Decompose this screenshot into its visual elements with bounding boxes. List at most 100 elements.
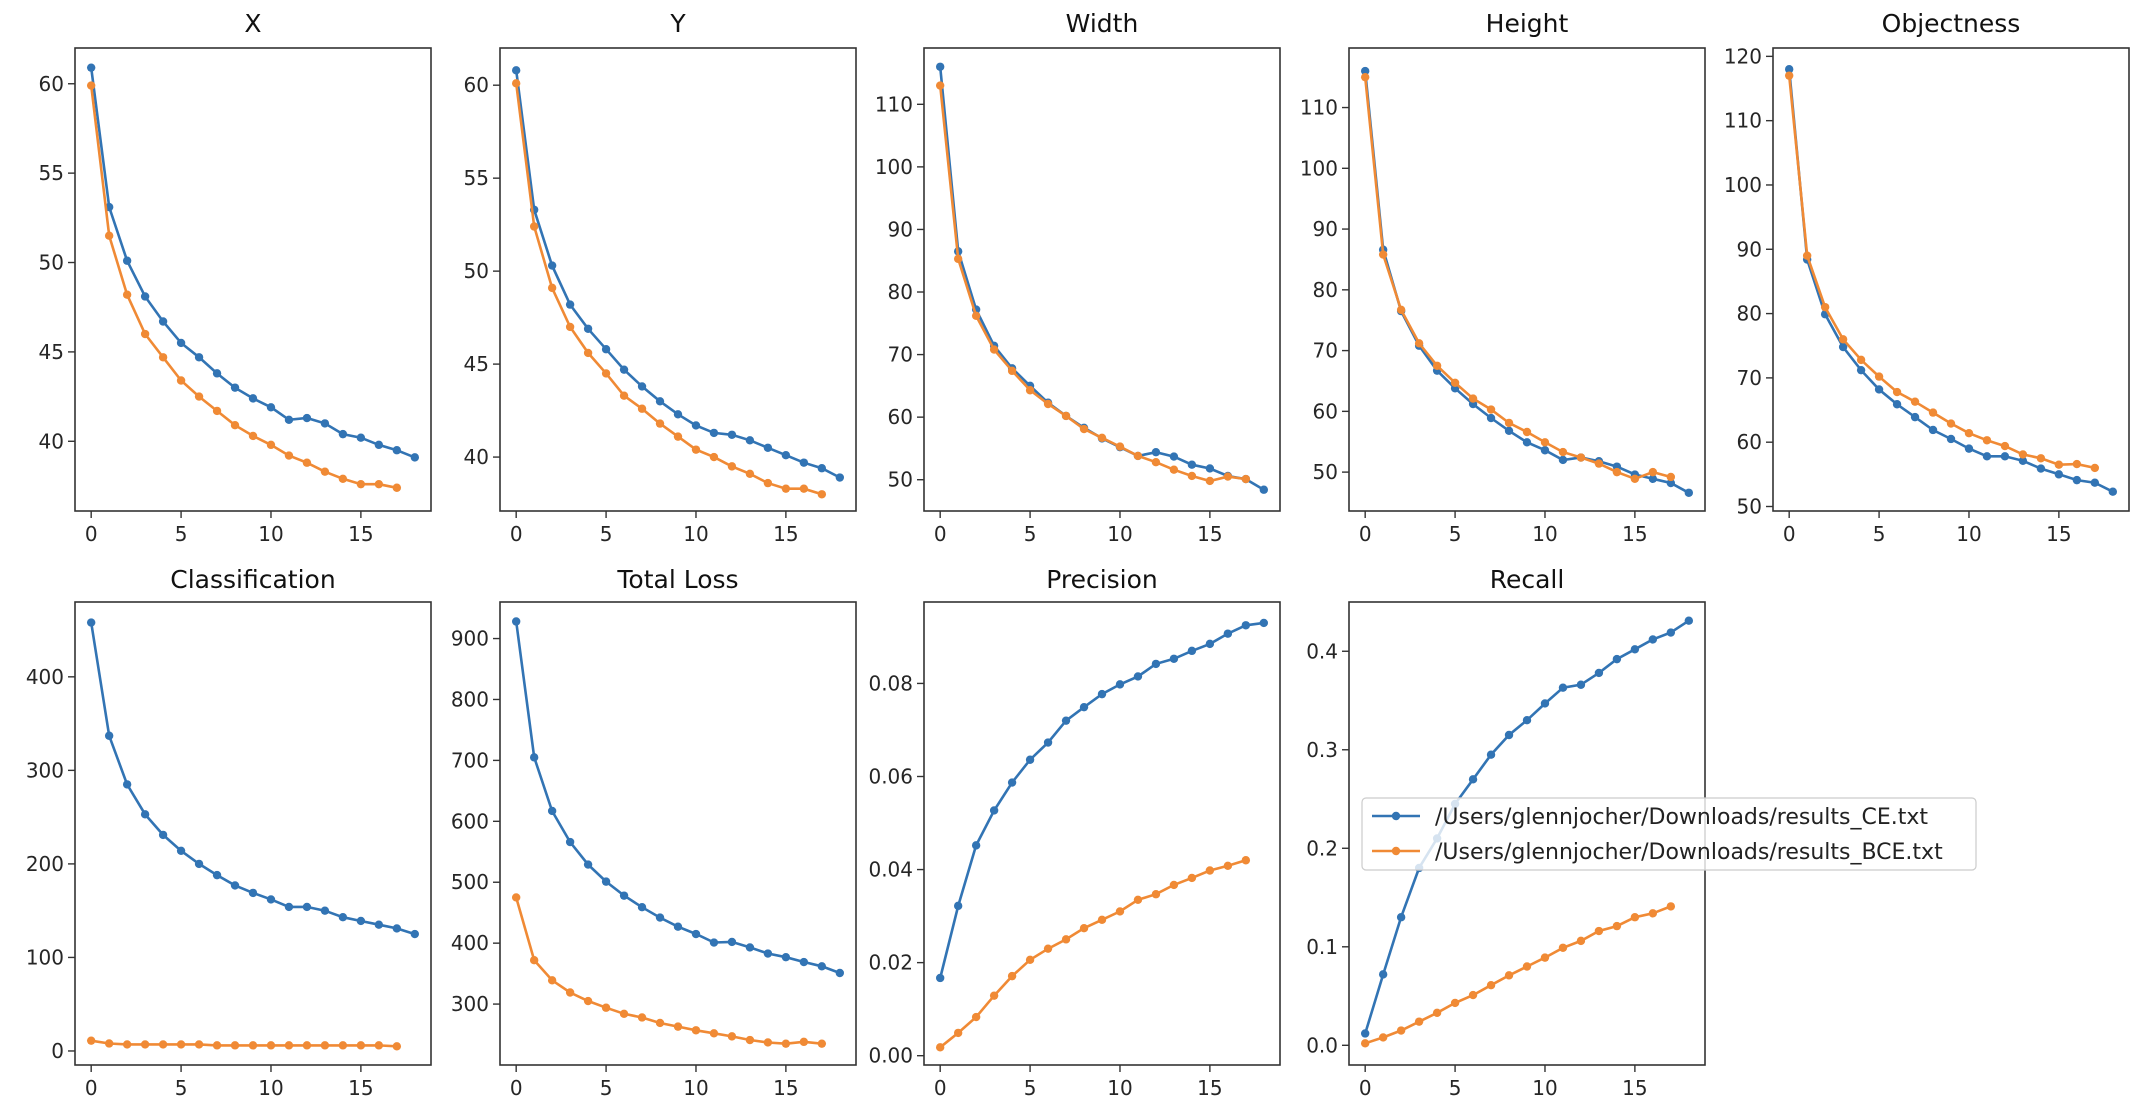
data-point bbox=[1504, 730, 1514, 740]
data-point bbox=[1133, 895, 1143, 905]
x-tick-label: 10 bbox=[1107, 522, 1132, 546]
subplot-height: Height 0 5 10 15 50 60 70 80 90 100 110 bbox=[1300, 9, 1706, 546]
x-tick-label: 5 bbox=[175, 522, 188, 546]
data-point bbox=[1946, 419, 1956, 428]
x-tick-label: 10 bbox=[1532, 522, 1557, 546]
data-point bbox=[1061, 935, 1071, 944]
y-tick-label: 0.08 bbox=[868, 671, 913, 695]
data-point bbox=[745, 1035, 755, 1045]
data-point bbox=[338, 429, 348, 439]
data-point bbox=[935, 973, 945, 983]
x-tick-label: 15 bbox=[1197, 1076, 1222, 1100]
data-point bbox=[392, 924, 402, 933]
data-point bbox=[1504, 971, 1514, 980]
y-tick-label: 0.00 bbox=[868, 1044, 913, 1068]
data-point bbox=[1910, 412, 1920, 422]
data-point bbox=[935, 81, 945, 90]
x-tick-label: 10 bbox=[683, 522, 708, 546]
y-tick-label: 90 bbox=[888, 217, 913, 241]
data-point bbox=[1396, 305, 1406, 315]
data-point bbox=[1594, 926, 1604, 936]
data-point bbox=[86, 618, 96, 627]
series-line-bce bbox=[939, 859, 1247, 1049]
data-point bbox=[1378, 970, 1388, 979]
x-tick-label: 15 bbox=[1197, 522, 1222, 546]
x-tick-label: 10 bbox=[1107, 1076, 1132, 1100]
data-point bbox=[1648, 474, 1658, 483]
x-tick-label: 15 bbox=[773, 522, 798, 546]
data-point bbox=[1504, 418, 1514, 428]
data-point bbox=[763, 443, 773, 452]
data-point bbox=[655, 913, 665, 922]
data-point bbox=[583, 324, 593, 333]
data-point bbox=[1558, 943, 1568, 952]
data-point bbox=[727, 430, 737, 439]
data-point bbox=[601, 345, 611, 354]
plot-frame bbox=[74, 47, 432, 512]
data-point bbox=[637, 404, 647, 413]
data-point bbox=[1169, 452, 1179, 461]
y-tick-label: 55 bbox=[39, 161, 64, 185]
data-point bbox=[2090, 463, 2100, 473]
data-point bbox=[1820, 302, 1830, 312]
data-point bbox=[158, 317, 168, 326]
data-point bbox=[763, 949, 773, 958]
data-point bbox=[1666, 472, 1676, 482]
data-point bbox=[1558, 455, 1568, 465]
data-point bbox=[619, 391, 629, 400]
data-point bbox=[392, 1042, 402, 1051]
y-tick-label: 300 bbox=[451, 992, 489, 1016]
series-line-bce bbox=[91, 1039, 397, 1048]
data-point bbox=[2000, 441, 2010, 451]
subplot-title: Height bbox=[1486, 9, 1569, 38]
data-point bbox=[989, 991, 999, 1000]
data-point bbox=[1946, 434, 1956, 444]
subplot-title: Y bbox=[669, 9, 686, 38]
data-point bbox=[140, 810, 150, 819]
data-point bbox=[601, 877, 611, 886]
x-tick-label: 0 bbox=[934, 1076, 947, 1100]
data-point bbox=[356, 433, 366, 442]
data-point bbox=[565, 837, 575, 847]
data-point bbox=[1612, 654, 1622, 664]
data-point bbox=[601, 1003, 611, 1012]
data-point bbox=[673, 410, 683, 419]
data-point bbox=[1612, 467, 1622, 477]
legend: /Users/glennjocher/Downloads/results_CE.… bbox=[1361, 797, 1977, 871]
data-point bbox=[727, 937, 737, 947]
data-point bbox=[619, 1009, 629, 1019]
data-point bbox=[619, 891, 629, 900]
data-point bbox=[2054, 470, 2064, 479]
x-tick-label: 5 bbox=[600, 522, 613, 546]
x-tick-label: 5 bbox=[1449, 1076, 1462, 1100]
data-point bbox=[1630, 474, 1640, 483]
data-point bbox=[2072, 459, 2082, 469]
data-point bbox=[194, 859, 204, 869]
data-point bbox=[1043, 944, 1053, 953]
y-tick-label: 0.06 bbox=[868, 764, 913, 788]
data-point bbox=[989, 806, 999, 815]
data-point bbox=[1133, 672, 1143, 681]
series-line-bce bbox=[1364, 905, 1672, 1045]
subplot-title: Precision bbox=[1046, 565, 1158, 594]
data-point bbox=[1241, 474, 1251, 484]
y-tick-label: 120 bbox=[1724, 44, 1762, 68]
legend-marker-icon bbox=[1391, 811, 1401, 821]
data-point bbox=[1151, 447, 1161, 457]
data-point bbox=[1838, 342, 1848, 352]
data-point bbox=[529, 222, 539, 231]
data-point bbox=[1648, 467, 1658, 477]
x-tick-label: 0 bbox=[1783, 522, 1796, 546]
y-tick-label: 110 bbox=[875, 92, 913, 116]
y-tick-label: 100 bbox=[875, 155, 913, 179]
data-point bbox=[1079, 923, 1089, 933]
data-point bbox=[1630, 913, 1640, 922]
y-tick-label: 50 bbox=[464, 259, 489, 283]
data-point bbox=[2018, 456, 2028, 466]
data-point bbox=[194, 392, 204, 401]
series-line-ce bbox=[514, 621, 841, 975]
data-point bbox=[511, 617, 521, 626]
data-point bbox=[356, 916, 366, 926]
data-point bbox=[212, 1041, 222, 1050]
data-point bbox=[547, 976, 557, 985]
